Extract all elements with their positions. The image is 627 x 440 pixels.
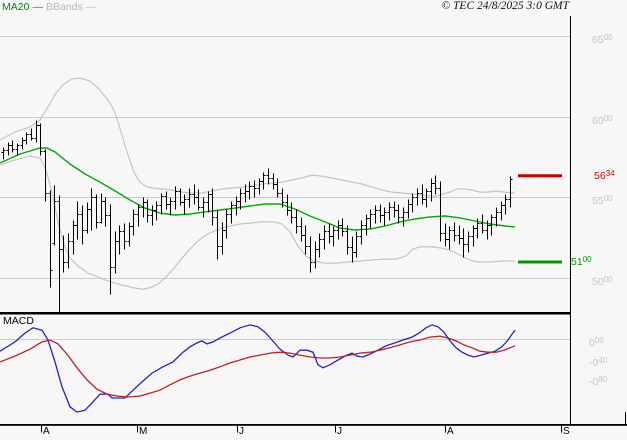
legend-bbands-label: BBands [45,1,83,13]
macd-axis-tick-0: 000 [589,336,604,349]
ma20-line [0,147,516,231]
month-label-july: J [337,426,342,437]
month-label-may: M [139,426,148,437]
bollinger-upper-line [0,77,516,197]
macd-panel-label: MACD [3,315,34,327]
resistance-level-label: 5634 [594,168,615,182]
legend-ma20-label: MA20 [2,1,30,13]
time-axis-line [0,424,627,426]
bollinger-lower-line [0,155,515,290]
panel-separator [0,312,570,315]
macd-signal-line [0,335,516,398]
copyright-timestamp: © TEC 24/8/2025 3:0 GMT [441,0,569,12]
price-axis-tick-6000: 6000 [592,113,613,127]
price-axis-tick-5000: 5000 [592,275,613,289]
price-axis-tick-5500: 5500 [592,194,613,208]
chart-legend: MA20— BBands — [2,2,96,13]
month-label-august: A [447,426,454,437]
month-label-june: J [239,426,244,437]
support-level-label: 5100 [571,254,592,268]
macd-line [0,324,516,413]
ohlc-bars [1,120,513,313]
macd-axis-tick-neg080: -080 [589,375,608,388]
month-label-september: S [563,426,570,437]
month-label-april: A [43,426,50,437]
price-axis-tick-6500: 6500 [592,33,613,46]
legend-bbands-swatch: — [85,1,97,13]
legend-ma20-swatch: — [32,1,43,13]
macd-axis-tick-neg040: -040 [589,355,608,369]
